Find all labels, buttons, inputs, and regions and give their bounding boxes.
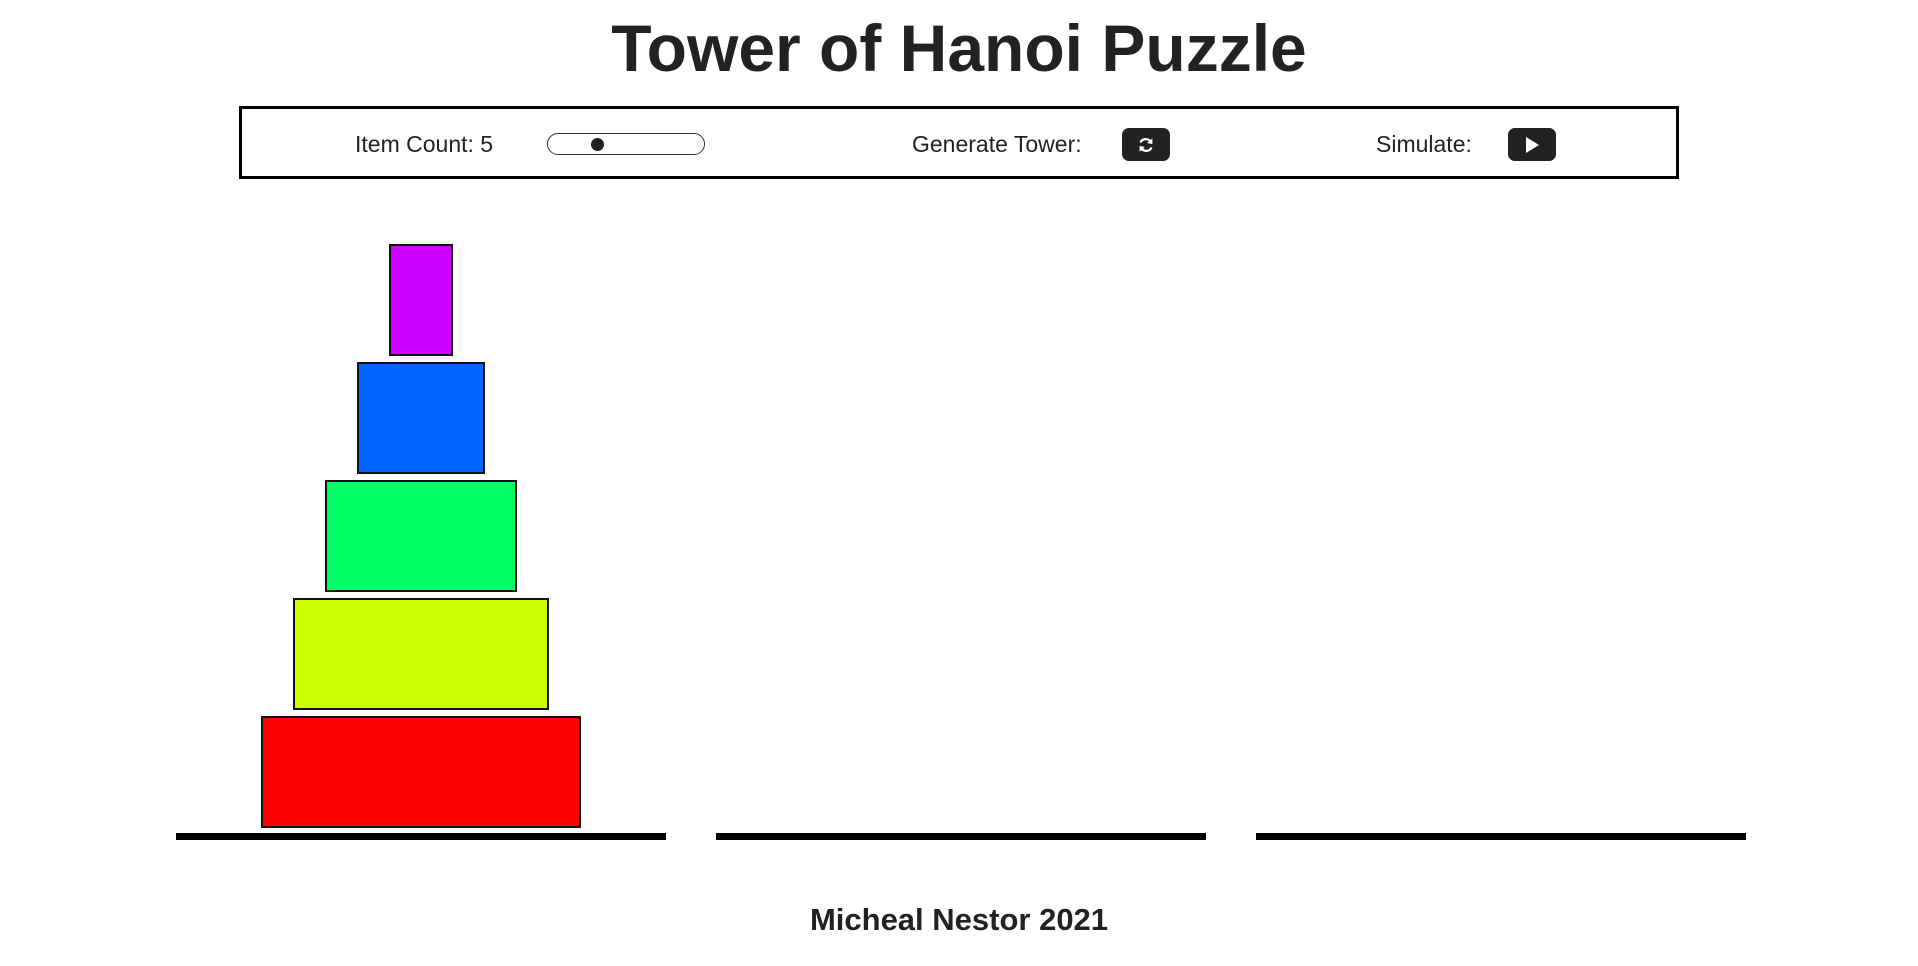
- tower-1-disk-3[interactable]: [325, 480, 517, 592]
- item-count-label: Item Count: 5: [355, 131, 494, 157]
- simulate-button[interactable]: [1508, 128, 1556, 161]
- page-title: Tower of Hanoi Puzzle: [611, 11, 1307, 85]
- tower-1-disk-2[interactable]: [357, 362, 485, 474]
- tower-3-base[interactable]: [1256, 833, 1746, 840]
- tower-1-base[interactable]: [176, 833, 666, 840]
- play-icon: [1524, 136, 1540, 154]
- footer-credit: Micheal Nestor 2021: [809, 902, 1109, 937]
- item-count-slider[interactable]: [547, 133, 705, 155]
- tower-1-disk-4[interactable]: [293, 598, 549, 710]
- slider-thumb[interactable]: [591, 138, 604, 151]
- generate-tower-label: Generate Tower:: [912, 131, 1082, 157]
- simulate-label: Simulate:: [1376, 131, 1472, 157]
- tower-1-disk-1[interactable]: [389, 244, 453, 356]
- refresh-icon: [1137, 136, 1155, 154]
- tower-1-disk-5[interactable]: [261, 716, 581, 828]
- generate-tower-button[interactable]: [1122, 128, 1170, 161]
- tower-2-base[interactable]: [716, 833, 1206, 840]
- control-panel: Item Count: 5 Generate Tower: Simulate:: [239, 106, 1679, 179]
